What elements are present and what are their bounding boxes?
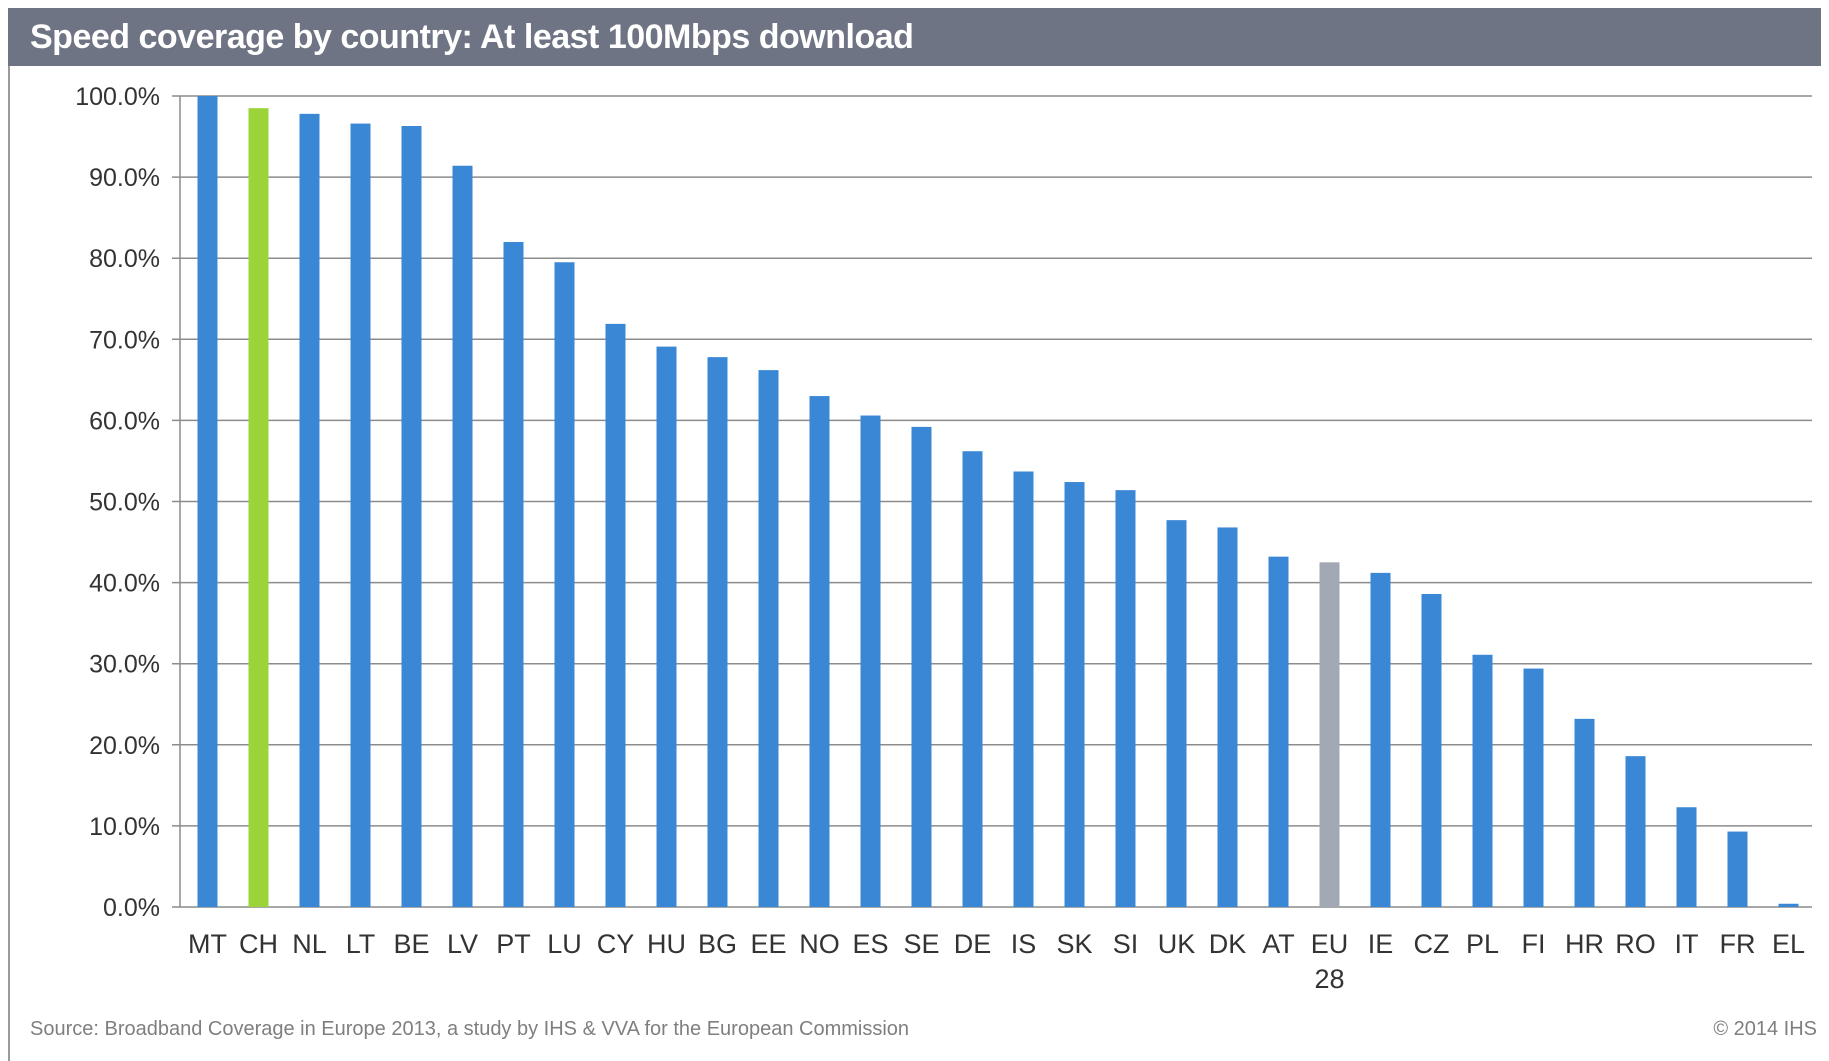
frame-border (8, 66, 10, 1061)
gridlines (172, 95, 1812, 908)
x-tick-label: NO (799, 929, 840, 959)
x-tick-label: FI (1522, 929, 1546, 959)
x-tick-label: FR (1720, 929, 1756, 959)
bar-hu (656, 346, 677, 907)
bar-es (860, 415, 881, 907)
bar-mt (197, 96, 218, 907)
bar-si (1115, 490, 1136, 907)
x-tick-label: CY (597, 929, 635, 959)
y-tick-label: 100.0% (75, 83, 160, 111)
bar-it (1676, 807, 1697, 907)
bar-dk (1217, 527, 1238, 907)
y-tick-label: 90.0% (89, 164, 160, 192)
bar-pl (1472, 654, 1493, 907)
bar-sk (1064, 482, 1085, 907)
bar-eu-28 (1319, 562, 1340, 907)
bar-pt (503, 241, 524, 908)
x-axis-ticks: MT CH NL LT BE LV PT LU CY HU BG EE NO ES SE DE IS SK SI UK… (188, 929, 1805, 994)
x-tick-label: BE (393, 929, 429, 959)
x-tick-label: CZ (1414, 929, 1450, 959)
x-tick-label: EE (750, 929, 786, 959)
bar-chart: 0.0% 10.0% 20.0% 30.0% 40.0% 50.0% 60.0% 70.0% 8… (75, 83, 1812, 994)
x-tick-label: MT (188, 929, 227, 959)
bar-de (962, 451, 983, 907)
bar-cz (1421, 593, 1442, 907)
x-tick-label: IT (1675, 929, 1699, 959)
bar-se (911, 426, 932, 907)
x-tick-label: PT (496, 929, 531, 959)
x-tick-label: EU 28 (1311, 929, 1349, 994)
copyright-note: © 2014 IHS (1713, 1018, 1817, 1040)
bar-nl (299, 113, 320, 908)
bar-ch (248, 108, 269, 908)
y-tick-label: 50.0% (89, 489, 160, 517)
y-tick-label: 0.0% (103, 894, 160, 922)
bar-is (1013, 471, 1034, 907)
x-tick-label: LU (547, 929, 582, 959)
bar-lv (452, 165, 473, 908)
bar-no (809, 396, 830, 907)
x-tick-label: SE (903, 929, 939, 959)
x-tick-label: AT (1262, 929, 1295, 959)
x-tick-label: EL (1772, 929, 1805, 959)
x-tick-label: HU (647, 929, 686, 959)
bar-el (1778, 903, 1799, 907)
source-note: Source: Broadband Coverage in Europe 201… (30, 1018, 910, 1040)
x-tick-label: NL (292, 929, 327, 959)
bar-ie (1370, 572, 1391, 907)
x-tick-label: LV (447, 929, 478, 959)
y-tick-label: 40.0% (89, 570, 160, 598)
x-tick-label: IS (1011, 929, 1037, 959)
bars (197, 96, 1799, 908)
x-tick-label: CH (239, 929, 278, 959)
y-tick-label: 80.0% (89, 245, 160, 273)
x-tick-label: HR (1565, 929, 1604, 959)
bar-ee (758, 370, 779, 907)
x-tick-label: UK (1158, 929, 1196, 959)
y-axis-ticks: 0.0% 10.0% 20.0% 30.0% 40.0% 50.0% 60.0% 70.0% 8… (75, 83, 160, 922)
chart-title: Speed coverage by country: At least 100M… (30, 18, 914, 56)
x-tick-label: IE (1368, 929, 1394, 959)
bar-lu (554, 262, 575, 907)
bar-fr (1727, 831, 1748, 907)
x-tick-label: PL (1466, 929, 1499, 959)
x-tick-label: ES (852, 929, 888, 959)
bar-hr (1574, 718, 1595, 907)
y-tick-label: 10.0% (89, 813, 160, 841)
bar-lt (350, 123, 371, 908)
x-tick-label: DE (954, 929, 992, 959)
bar-fi (1523, 668, 1544, 907)
title-bar: Speed coverage by country: At least 100M… (8, 8, 1821, 66)
y-tick-label: 70.0% (89, 326, 160, 354)
bar-bg (707, 357, 728, 908)
y-tick-label: 20.0% (89, 732, 160, 760)
x-tick-label: RO (1615, 929, 1656, 959)
bar-be (401, 126, 422, 907)
x-tick-label: SK (1056, 929, 1092, 959)
y-tick-label: 60.0% (89, 407, 160, 435)
bar-at (1268, 556, 1289, 907)
x-tick-label: SI (1113, 929, 1139, 959)
x-tick-label: LT (346, 929, 376, 959)
bar-ro (1625, 756, 1646, 907)
x-tick-label: BG (698, 929, 737, 959)
x-tick-label: DK (1209, 929, 1247, 959)
bar-uk (1166, 520, 1187, 907)
y-tick-label: 30.0% (89, 651, 160, 679)
bar-cy (605, 323, 626, 907)
